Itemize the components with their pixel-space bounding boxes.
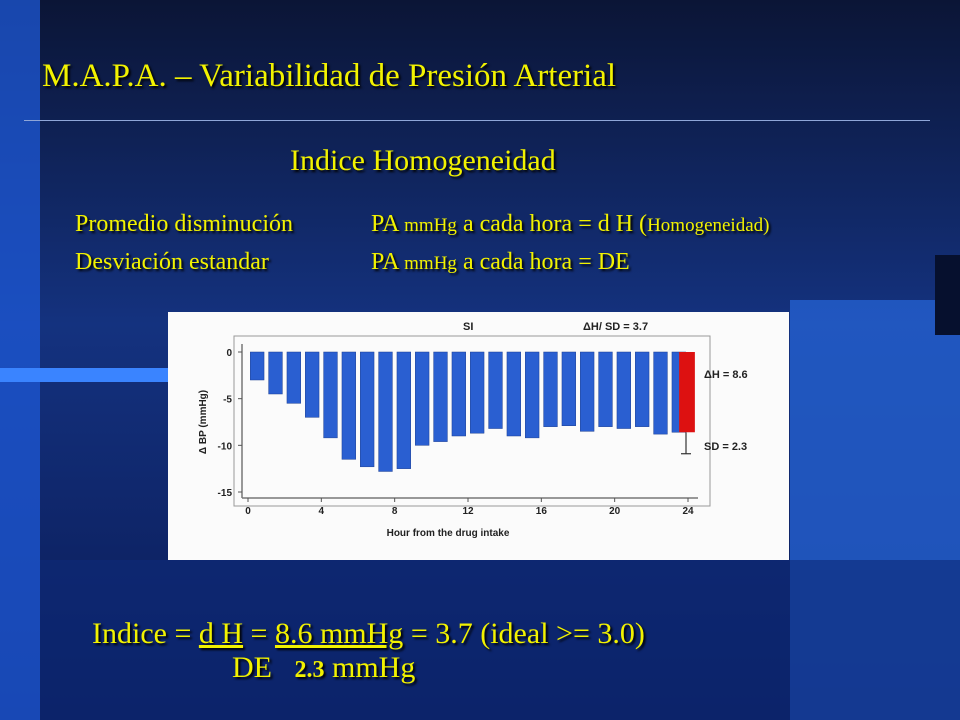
definition-label: Desviación estandar: [75, 249, 269, 275]
chart-bar: [360, 351, 375, 468]
chart-bar: [543, 351, 558, 427]
chart-bar: [378, 351, 393, 472]
chart-bar: [525, 351, 540, 439]
x-tick-label: 0: [245, 506, 251, 517]
chart-bars: [250, 351, 695, 472]
slide-title: M.A.P.A. – Variabilidad de Presión Arter…: [42, 58, 617, 94]
y-tick-label: 0: [226, 348, 232, 359]
chart-bar: [305, 351, 320, 418]
decorative-panel-left: [0, 0, 40, 720]
chart-bar: [415, 351, 430, 446]
x-tick-label: 4: [319, 506, 325, 517]
definition-std-dev: Desviación estandar PA mmHg a cada hora …: [75, 249, 630, 275]
formula-lead: Indice =: [92, 617, 199, 650]
y-tick-label: -5: [223, 395, 232, 406]
title-divider: [24, 120, 930, 121]
formula-numerator: d H: [198, 617, 244, 650]
chart-bar: [653, 351, 668, 435]
decorative-block-right: [935, 255, 960, 335]
y-tick-label: -15: [218, 488, 233, 499]
plot-frame: [233, 335, 711, 507]
chart-labels: 0 -5 -10 -15 0 4 8 12 16 20 24 SI ΔH/ SD = 3.7 ΔH = 8…: [198, 321, 748, 539]
decorative-panel-bottom: [40, 560, 960, 720]
formula-value: 8.6 mmHg: [274, 617, 404, 650]
definition-label: Promedio disminución: [75, 211, 293, 237]
sd-label: SD = 2.3: [704, 441, 747, 453]
index-formula: Indice = d H = 8.6 mmHg = 3.7 (ideal >= …: [92, 617, 645, 651]
ratio-annotation: ΔH/ SD = 3.7: [583, 321, 648, 333]
chart-bar: [433, 351, 448, 442]
x-tick-label: 24: [682, 506, 694, 517]
formula-denominator: DE 2.3 mmHg: [232, 651, 415, 687]
chart-bar: [598, 351, 613, 427]
chart-bar: [616, 351, 631, 429]
chart-bar: [250, 351, 265, 381]
chart-axes: [233, 335, 711, 507]
dh-label: ΔH = 8.6: [704, 369, 748, 381]
definition-text: PA mmHg a cada hora = d H (Homogeneidad): [371, 211, 770, 237]
decorative-stripe-left: [0, 368, 168, 382]
chart-bar: [323, 351, 338, 439]
chart-bar: [396, 351, 411, 469]
definition-mean-decrease: Promedio disminución PA mmHg a cada hora…: [75, 211, 769, 237]
slide-subtitle: Indice Homogeneidad: [290, 144, 556, 177]
chart-bar: [451, 351, 466, 437]
x-axis-label: Hour from the drug intake: [387, 528, 510, 539]
chart-bar: [561, 351, 576, 426]
x-tick-label: 16: [536, 506, 548, 517]
formula-equals: =: [243, 617, 275, 650]
chart-panel: 0 -5 -10 -15 0 4 8 12 16 20 24 SI ΔH/ SD = 3.7 ΔH = 8…: [168, 312, 789, 560]
dh-bar: [679, 352, 695, 433]
x-tick-label: 12: [462, 506, 474, 517]
chart-bar: [268, 351, 283, 395]
chart-bar: [286, 351, 301, 404]
chart-bar: [341, 351, 356, 460]
formula-denominator-unit: mmHg: [324, 651, 416, 684]
chart-title: SI: [463, 321, 473, 333]
x-tick-label: 20: [609, 506, 621, 517]
chart-bar: [635, 351, 650, 427]
y-axis-label: Δ BP (mmHg): [198, 390, 209, 454]
chart-bar: [470, 351, 485, 434]
formula-denominator-label: DE: [232, 651, 272, 684]
formula-denominator-value: 2.3: [294, 657, 325, 683]
chart-bar: [488, 351, 503, 429]
definition-text: PA mmHg a cada hora = DE: [371, 249, 630, 275]
chart-bar: [580, 351, 595, 432]
formula-result: = 3.7 (ideal >= 3.0): [403, 617, 645, 650]
chart-bar: [506, 351, 521, 437]
x-tick-label: 8: [392, 506, 398, 517]
y-tick-label: -10: [218, 441, 233, 452]
bp-bar-chart: 0 -5 -10 -15 0 4 8 12 16 20 24 SI ΔH/ SD = 3.7 ΔH = 8…: [198, 321, 748, 539]
